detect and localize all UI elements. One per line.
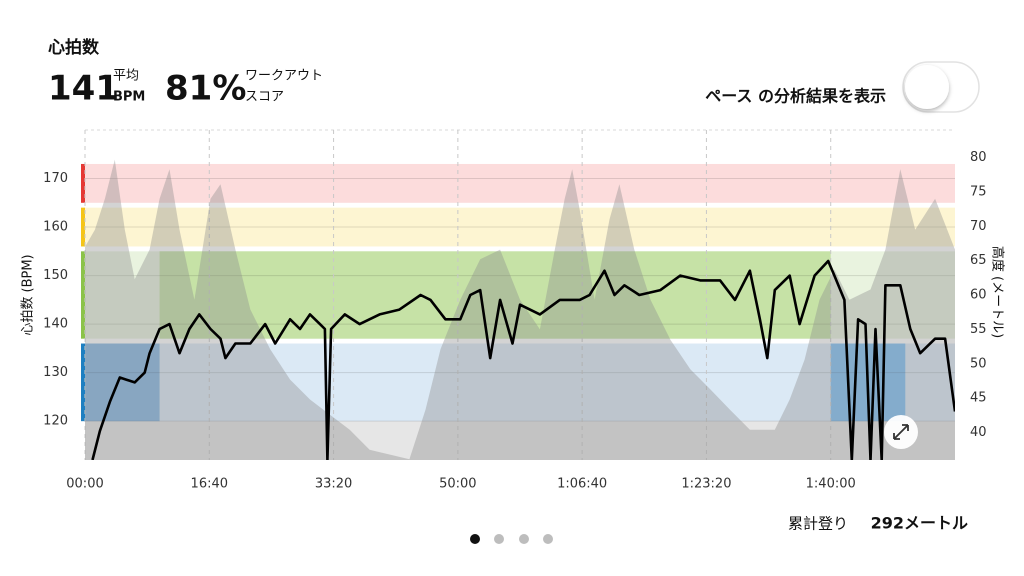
zone-edge: [81, 343, 85, 422]
y2-axis-title: 高度 (メートル): [990, 246, 1006, 338]
x-tick-label: 16:40: [191, 477, 228, 492]
y2-tick-label: 75: [970, 184, 987, 199]
heart-rate-line: [91, 259, 955, 460]
climb-value: 292メートル: [871, 514, 968, 533]
y2-tick-label: 70: [970, 219, 987, 234]
y-tick-label: 120: [43, 414, 68, 429]
zone-edge: [81, 207, 85, 247]
y-tick-label: 140: [43, 317, 68, 332]
zone-highlight: [85, 343, 160, 422]
avg-label: 平均: [113, 69, 139, 84]
y2-tick-label: 45: [970, 391, 987, 406]
zone-band: [85, 163, 955, 203]
zone-edge: [81, 163, 85, 203]
pager-dot[interactable]: [470, 534, 480, 544]
chart: 120 130 140 150 160 170 40 45 50 55 60 65 70 75 80 00:0…: [21, 129, 1006, 492]
toggle-label: ペース の分析結果を表示: [705, 87, 886, 106]
x-tick-label: 33:20: [315, 477, 352, 492]
zone-band: [85, 207, 955, 247]
x-tick-label: 00:00: [66, 477, 103, 492]
y2-tick-label: 55: [970, 322, 987, 337]
y-tick-label: 170: [43, 171, 68, 186]
y-axis-title: 心拍数 (BPM): [21, 254, 36, 335]
title: 心拍数: [48, 37, 100, 58]
y2-tick-label: 65: [970, 253, 987, 268]
x-tick-label: 1:06:40: [557, 477, 607, 492]
y2-tick-label: 60: [970, 288, 987, 303]
zone-band: [85, 343, 955, 422]
y2-tick-label: 80: [970, 150, 987, 165]
plot-floor: [85, 421, 955, 460]
x-tick-label: 50:00: [439, 477, 476, 492]
avg-value: 141: [48, 69, 119, 109]
score-value: 81%: [165, 69, 246, 109]
toggle[interactable]: [902, 61, 980, 113]
pager-dot[interactable]: [519, 534, 529, 544]
pager-dot[interactable]: [543, 534, 553, 544]
score-label: スコア: [245, 90, 284, 105]
y-tick-label: 130: [43, 365, 68, 380]
avg-unit: BPM: [113, 90, 145, 105]
y2-tick-label: 50: [970, 356, 987, 371]
zone-edge: [81, 251, 85, 339]
score-label: ワークアウト: [245, 69, 323, 84]
climb-label: 累計登り: [788, 515, 848, 533]
pager-dot[interactable]: [494, 534, 504, 544]
expand-button[interactable]: [884, 415, 918, 449]
x-tick-label: 1:23:20: [681, 477, 731, 492]
pager: [470, 534, 553, 544]
x-tick-label: 1:40:00: [806, 477, 856, 492]
y2-tick-label: 40: [970, 425, 987, 440]
y-tick-label: 150: [43, 268, 68, 283]
y-tick-label: 160: [43, 220, 68, 235]
